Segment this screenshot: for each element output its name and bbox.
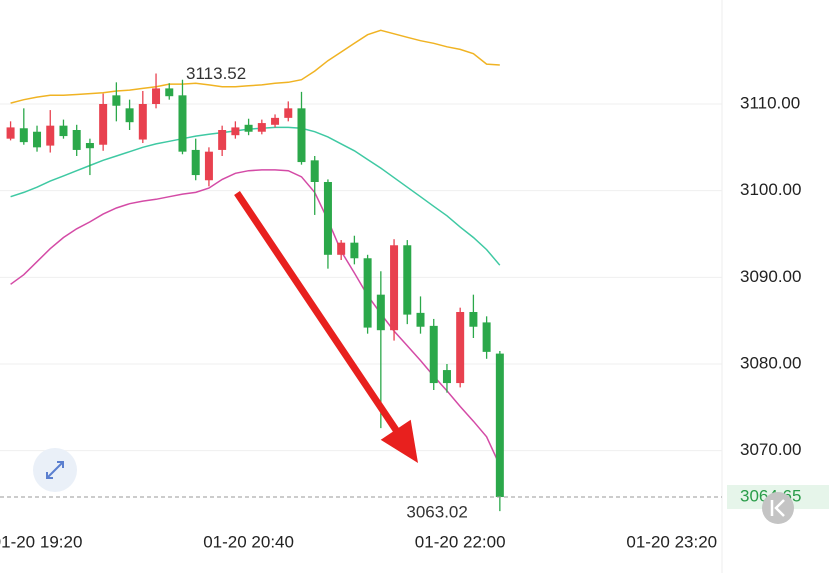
candle-body	[33, 131, 42, 148]
low-label: 3063.02	[406, 503, 467, 522]
y-tick-label: 3110.00	[740, 93, 800, 112]
candle-body	[19, 128, 28, 143]
x-tick-label: 01-20 22:00	[415, 532, 506, 551]
candle-body	[337, 242, 346, 255]
candle-body	[310, 160, 319, 182]
candle-body	[271, 117, 280, 125]
candle-body	[112, 95, 121, 106]
candle-body	[244, 124, 253, 132]
candle-body	[469, 312, 478, 327]
y-tick-label: 3090.00	[740, 267, 801, 286]
candle-body	[456, 312, 465, 384]
candle-body	[482, 322, 491, 352]
candle-body	[218, 130, 227, 150]
reset-button[interactable]	[762, 492, 794, 524]
candle-body	[416, 312, 425, 327]
x-tick-label: 01-20 23:20	[626, 532, 717, 551]
candles	[6, 73, 504, 512]
candle-body	[125, 108, 134, 123]
candle-body	[152, 88, 161, 104]
candle-body	[85, 143, 94, 149]
candle-body	[350, 242, 359, 259]
candle-body	[72, 130, 81, 150]
candle-body	[231, 127, 240, 136]
x-tick-label: 01-20 19:20	[0, 532, 82, 551]
candle-body	[6, 127, 15, 139]
reset-icon	[770, 499, 785, 517]
candle-body	[363, 258, 372, 328]
band-line	[10, 29, 500, 104]
candle-body	[178, 95, 187, 152]
y-tick-label: 3080.00	[740, 353, 801, 372]
candle-body	[138, 104, 147, 140]
trend-arrow	[234, 191, 418, 463]
candle-body	[204, 151, 213, 181]
candle-body	[297, 108, 306, 163]
x-tick-label: 01-20 20:40	[203, 532, 294, 551]
candle-body	[191, 149, 200, 176]
candle-body	[284, 108, 293, 118]
expand-button[interactable]	[33, 448, 77, 492]
candle-body	[429, 325, 438, 384]
candle-body	[495, 353, 504, 498]
candle-body	[390, 245, 399, 331]
high-label: 3113.52	[186, 64, 246, 83]
candle-body	[442, 370, 451, 384]
candle-body	[46, 125, 55, 146]
candle-body	[99, 104, 108, 145]
arrow-shaft	[234, 191, 399, 432]
arrow-head	[380, 419, 418, 463]
band-line	[10, 169, 501, 466]
candle-body	[257, 123, 266, 132]
band-line	[10, 126, 501, 266]
candle-body	[323, 182, 332, 255]
y-tick-label: 3070.00	[740, 440, 801, 459]
reset-bg	[762, 492, 794, 524]
candle-body	[403, 245, 412, 315]
candle-body	[59, 125, 68, 137]
candle-body	[165, 88, 174, 97]
candle-body	[376, 294, 385, 331]
y-tick-label: 3100.00	[740, 180, 801, 199]
expand-icon	[46, 461, 64, 479]
labels: 3110.00 3100.00 3090.00 3080.00 3070.00 01-20…	[0, 64, 829, 551]
bands	[10, 29, 501, 466]
